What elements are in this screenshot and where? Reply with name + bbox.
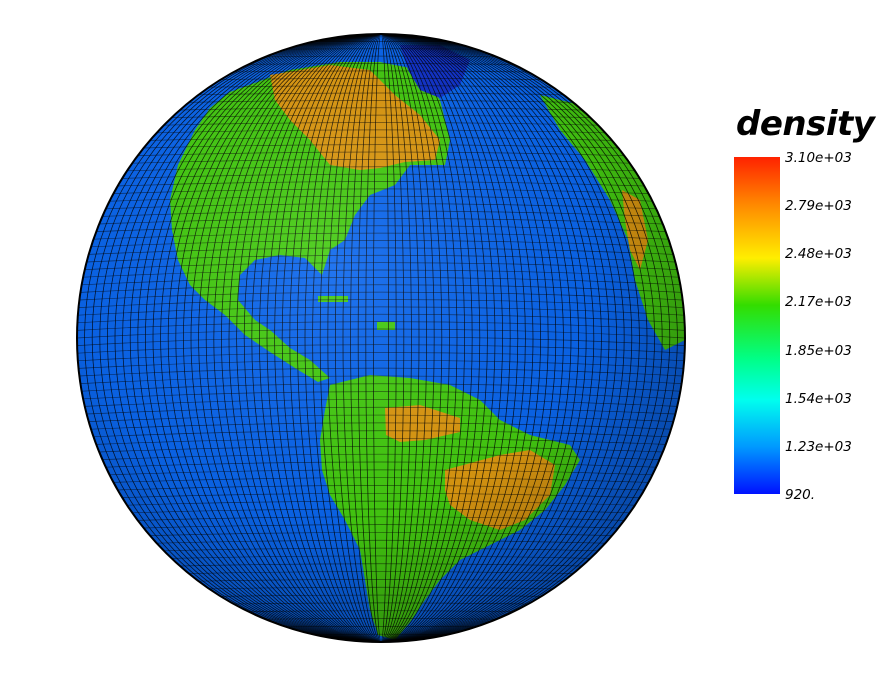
colorbar-tick-label: 920. (785, 487, 816, 503)
colorbar-tick-label: 1.54e+03 (785, 390, 852, 407)
globe-shading (77, 34, 685, 642)
legend-title: density (736, 104, 875, 144)
colorbar-tick-label: 2.48e+03 (785, 246, 852, 263)
colorbar (734, 157, 780, 494)
colorbar-tick-label: 1.85e+03 (785, 342, 852, 359)
globe-outline (76, 33, 686, 643)
colorbar-tick-label: 2.17e+03 (785, 294, 852, 311)
colorbar-tick-label: 3.10e+03 (785, 150, 852, 166)
colorbar-tick-label: 2.79e+03 (785, 198, 852, 215)
colorbar-tick-label: 1.23e+03 (785, 438, 852, 455)
